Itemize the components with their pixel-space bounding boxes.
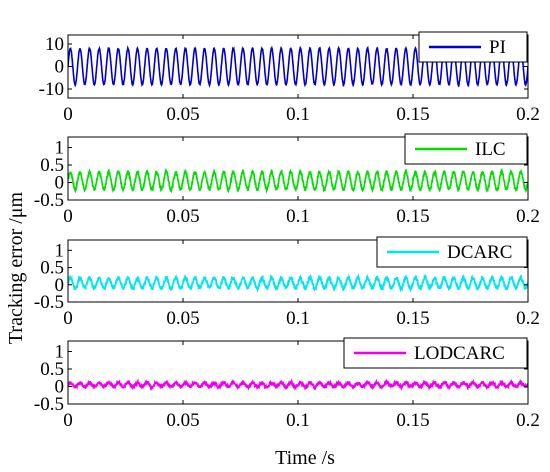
y-tick-label: 0: [55, 275, 65, 296]
x-tick-label: 0.05: [166, 104, 199, 125]
y-tick-label: 0: [55, 377, 65, 398]
y-tick-label: -0.5: [34, 292, 64, 313]
y-tick-label: -10: [39, 79, 64, 100]
y-axis-title: Tracking error /μm: [5, 191, 27, 344]
legend-label: ILC: [475, 139, 506, 160]
y-tick-label: 1: [55, 240, 65, 261]
y-tick-label: -0.5: [34, 190, 64, 211]
x-tick-label: 0.15: [396, 104, 429, 125]
y-tick-label: 1: [55, 138, 65, 159]
y-tick-label: 0.5: [40, 155, 64, 176]
panel-lodcarc: 0 0.05 0.1 0.15 0.2-0.500.51 LODCARC: [34, 337, 540, 431]
x-tick-label: 0: [63, 206, 73, 227]
x-axis-title: Time /s: [275, 447, 335, 469]
y-tick-label: 0: [55, 57, 65, 78]
x-tick-label: 0.2: [516, 308, 540, 329]
x-tick-label: 0.2: [516, 206, 540, 227]
x-tick-label: 0.2: [516, 410, 540, 431]
y-tick-label: 1: [55, 342, 65, 363]
x-tick-label: 0.2: [516, 104, 540, 125]
legend-pi: PI: [418, 31, 528, 63]
legend-label: DCARC: [447, 242, 512, 263]
y-tick-label: 0.5: [40, 359, 64, 380]
x-tick-label: 0.1: [286, 308, 310, 329]
y-tick-label: -0.5: [34, 394, 64, 415]
x-tick-label: 0: [63, 410, 73, 431]
x-tick-label: 0: [63, 104, 73, 125]
y-tick-label: 0: [55, 173, 65, 194]
series-line-lodcarc: [68, 378, 528, 392]
y-tick-label: 10: [45, 34, 64, 55]
legend-dcarc: DCARC: [376, 236, 528, 268]
legend-lodcarc: LODCARC: [343, 337, 528, 369]
x-tick-label: 0.15: [396, 206, 429, 227]
x-tick-label: 0.05: [166, 308, 199, 329]
x-tick-label: 0.05: [166, 410, 199, 431]
x-tick-label: 0.1: [286, 206, 310, 227]
legend-label: LODCARC: [414, 343, 505, 364]
panel-ilc: 0 0.05 0.1 0.15 0.2-0.500.51 ILC: [34, 133, 540, 227]
series-line-dcarc: [68, 273, 528, 293]
x-tick-label: 0.15: [396, 410, 429, 431]
panel-dcarc: 0 0.05 0.1 0.15 0.2-0.500.51 DCARC: [34, 236, 540, 329]
x-tick-label: 0.1: [286, 104, 310, 125]
x-tick-label: 0: [63, 308, 73, 329]
series-line-pi: [68, 44, 528, 89]
legend-label: PI: [489, 37, 506, 58]
legend-ilc: ILC: [404, 133, 528, 165]
y-tick-label: 0.5: [40, 258, 64, 279]
x-tick-label: 0.05: [166, 206, 199, 227]
x-tick-label: 0.15: [396, 308, 429, 329]
x-tick-label: 0.1: [286, 410, 310, 431]
series-line-ilc: [68, 167, 528, 194]
